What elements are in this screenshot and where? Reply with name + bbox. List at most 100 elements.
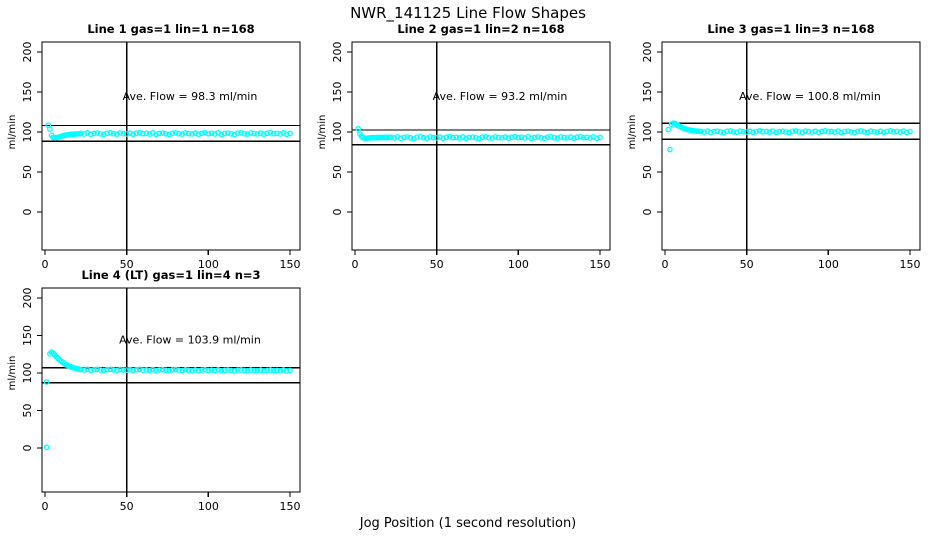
data-point xyxy=(192,130,199,136)
panels-group: Line 1 gas=1 lin=1 n=168 0 50 100 150 0 50 100 1… xyxy=(7,22,921,513)
y-axis-label: ml/min xyxy=(627,115,638,150)
data-point xyxy=(854,128,861,135)
data-point xyxy=(208,130,215,137)
panel-title: Line 2 gas=1 lin=2 n=168 xyxy=(397,22,564,36)
x-tick-label: 100 xyxy=(508,258,529,271)
y-tick-label: 0 xyxy=(21,445,34,452)
data-point xyxy=(397,135,404,142)
data-point xyxy=(802,128,809,134)
data-point xyxy=(156,367,163,373)
y-tick-label: 200 xyxy=(21,42,34,63)
data-point xyxy=(182,130,189,136)
data-point xyxy=(153,131,159,138)
data-point xyxy=(97,367,104,373)
data-point xyxy=(838,129,845,136)
data-point xyxy=(783,129,789,135)
data-point xyxy=(424,135,430,142)
data-point xyxy=(841,128,848,135)
data-point xyxy=(228,367,235,374)
data-point xyxy=(143,366,150,373)
plot-box xyxy=(351,41,611,251)
data-point xyxy=(251,367,257,374)
data-point xyxy=(146,131,153,137)
panel-title: Line 4 (LT) gas=1 lin=4 n=3 xyxy=(81,268,260,282)
data-point xyxy=(711,128,717,135)
data-point xyxy=(280,367,287,373)
data-point xyxy=(221,367,228,374)
data-point xyxy=(172,366,179,373)
data-point xyxy=(244,367,251,374)
data-point xyxy=(192,367,199,373)
data-point xyxy=(740,128,747,135)
data-point xyxy=(858,128,864,134)
data-point xyxy=(212,367,218,374)
data-point xyxy=(486,134,492,141)
data-point xyxy=(528,135,535,142)
data-point xyxy=(81,131,88,137)
data-point xyxy=(597,134,603,141)
data-point xyxy=(185,367,192,374)
y-tick-label: 150 xyxy=(331,82,344,103)
data-point xyxy=(205,367,212,374)
data-point xyxy=(182,366,189,373)
data-point xyxy=(734,129,740,136)
data-point xyxy=(446,133,453,140)
y-tick-label: 100 xyxy=(21,122,34,143)
x-axis-label: Jog Position (1 second resolution) xyxy=(359,516,577,531)
data-point xyxy=(584,134,590,141)
data-point xyxy=(832,129,838,136)
data-point xyxy=(737,128,743,134)
data-point xyxy=(531,134,538,141)
x-tick-label: 150 xyxy=(899,258,920,271)
y-tick-label: 200 xyxy=(21,288,34,309)
data-point xyxy=(730,129,737,135)
data-point xyxy=(127,130,133,136)
data-point xyxy=(195,367,202,374)
data-point xyxy=(120,130,127,137)
data-point xyxy=(894,128,900,135)
data-point xyxy=(218,131,225,138)
data-point xyxy=(114,367,120,374)
data-point xyxy=(97,130,104,137)
data-point xyxy=(123,367,130,373)
data-point xyxy=(763,128,770,135)
data-point xyxy=(522,135,528,141)
data-point xyxy=(136,129,143,136)
data-point xyxy=(257,130,264,136)
data-point xyxy=(574,134,580,141)
data-point xyxy=(861,129,868,135)
data-point xyxy=(698,128,704,135)
data-point xyxy=(489,135,496,142)
data-point xyxy=(202,129,208,136)
data-point xyxy=(130,367,137,374)
data-point xyxy=(202,366,208,373)
data-point xyxy=(667,146,673,153)
data-point xyxy=(401,134,407,141)
data-point xyxy=(776,128,783,135)
data-point xyxy=(225,367,231,373)
data-point xyxy=(355,125,362,132)
data-point xyxy=(78,130,84,137)
data-point xyxy=(587,135,594,141)
data-point xyxy=(805,128,812,135)
data-point xyxy=(104,130,110,137)
data-point xyxy=(453,134,460,141)
data-point xyxy=(107,129,114,136)
data-point xyxy=(195,131,202,138)
data-point xyxy=(881,129,887,136)
data-point xyxy=(391,135,398,141)
data-point xyxy=(564,135,571,141)
data-point xyxy=(903,129,910,136)
data-point xyxy=(714,128,721,135)
data-point xyxy=(554,135,561,142)
data-point xyxy=(871,128,877,135)
data-point xyxy=(212,131,218,137)
data-point xyxy=(94,366,101,373)
data-point xyxy=(277,131,284,137)
data-point xyxy=(557,134,564,140)
y-tick-label: 100 xyxy=(331,122,344,143)
figure-title: NWR_141125 Line Flow Shapes xyxy=(350,4,586,23)
data-point xyxy=(283,367,290,374)
x-tick-label: 100 xyxy=(818,258,839,271)
data-point xyxy=(437,134,443,140)
